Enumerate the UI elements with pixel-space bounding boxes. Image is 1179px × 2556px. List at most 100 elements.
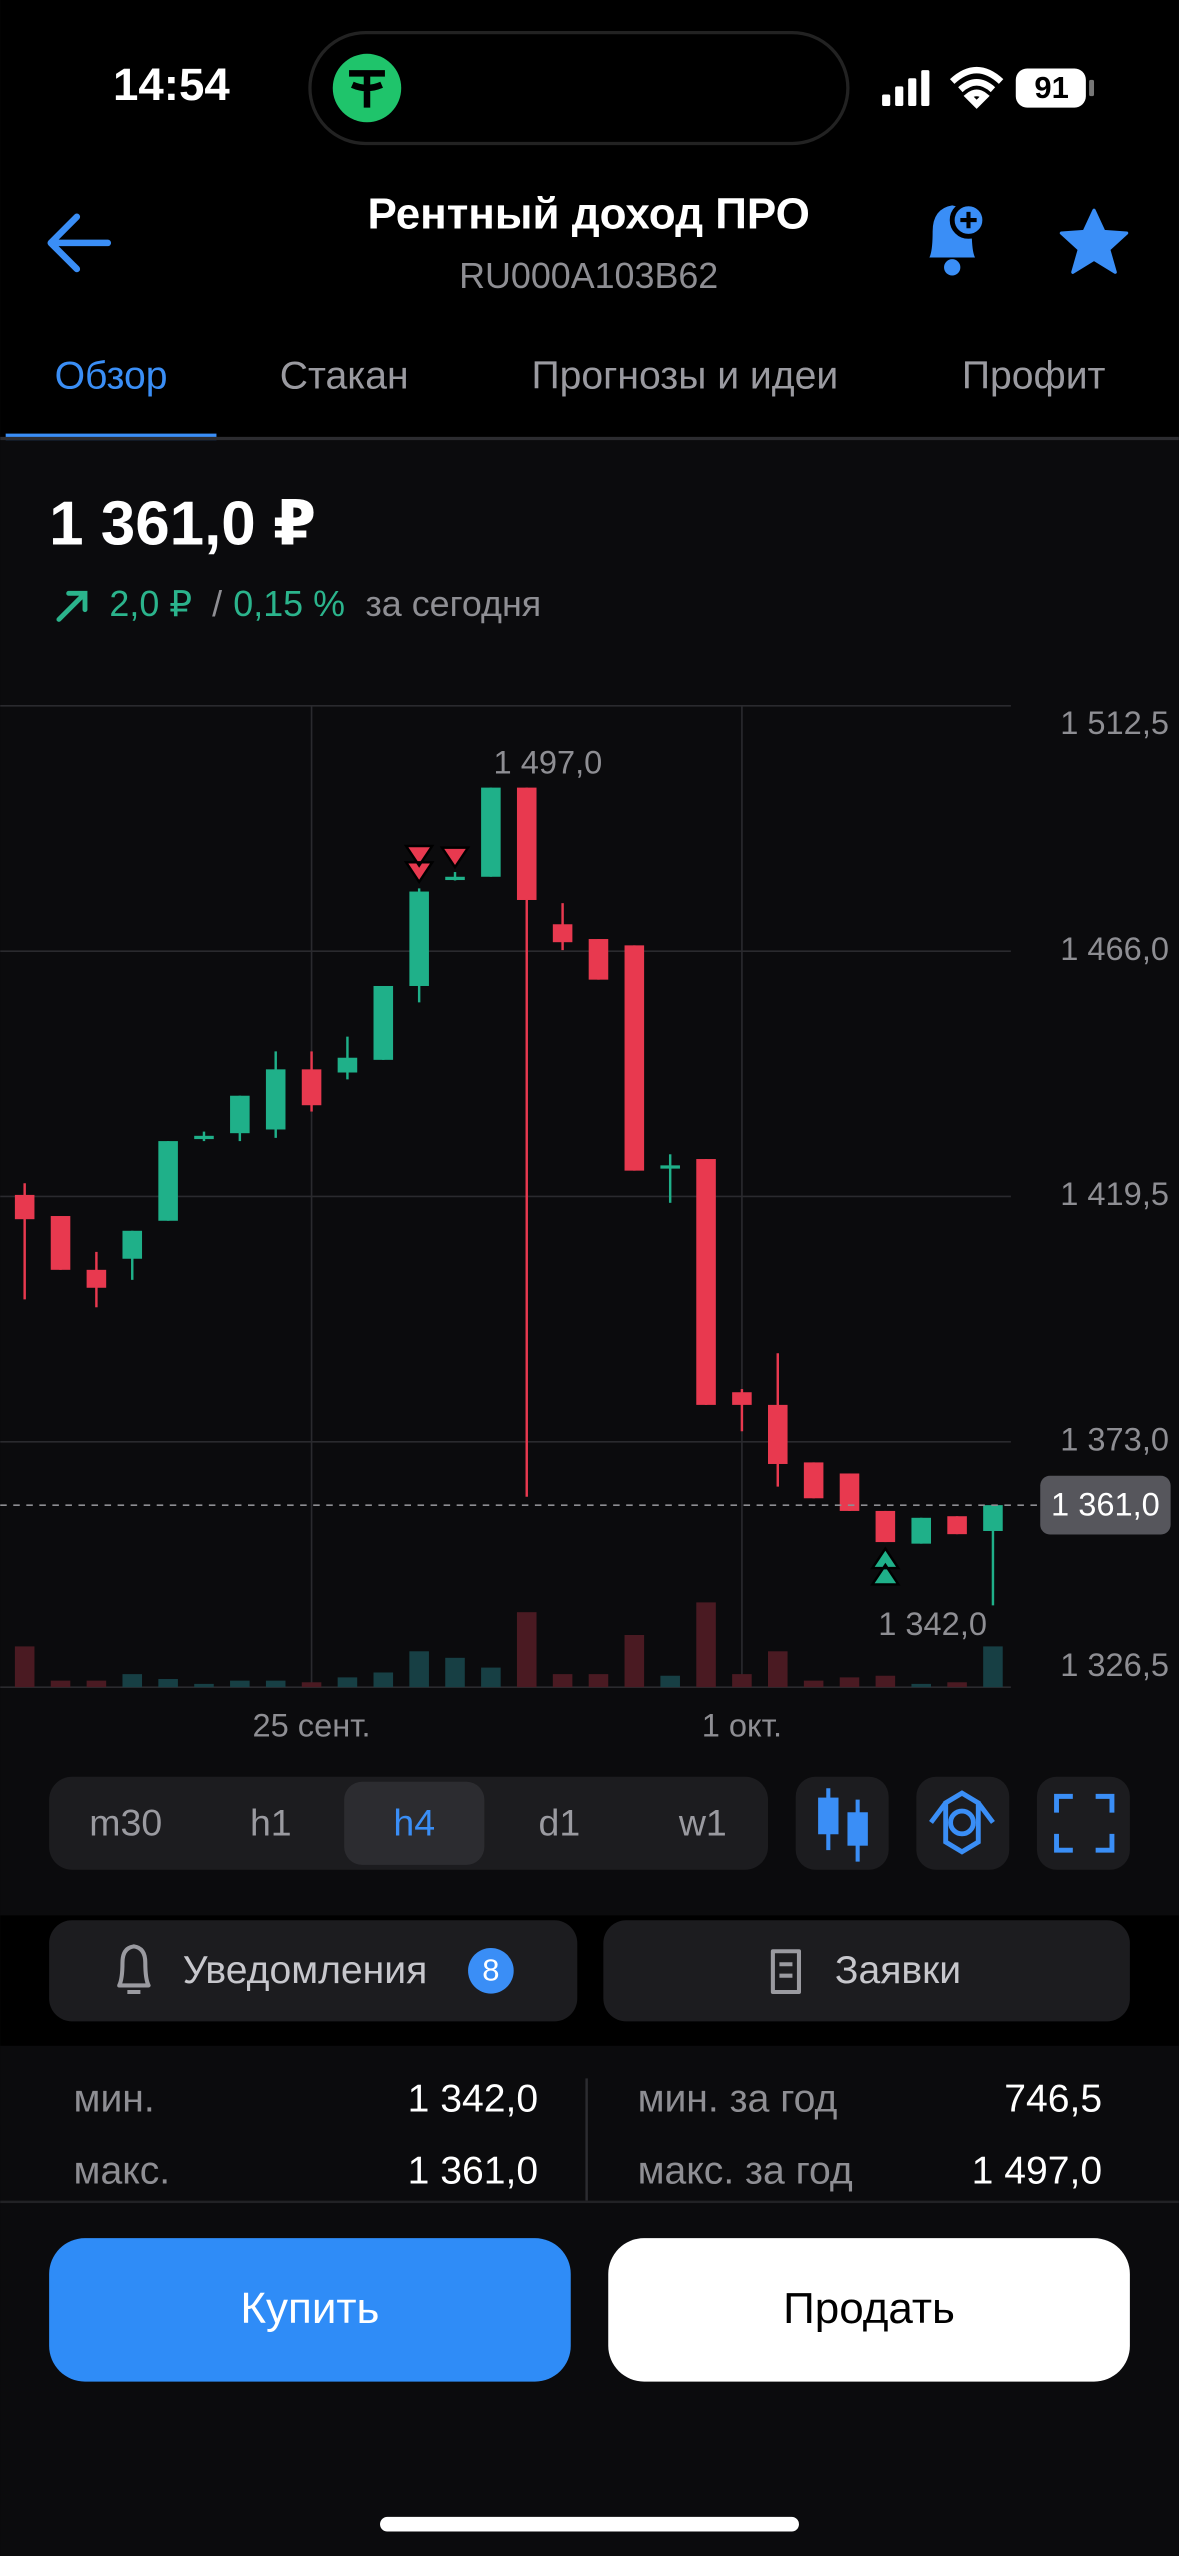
badge-count: 8	[482, 1953, 499, 1988]
sell-button[interactable]	[608, 2238, 1130, 2382]
battery-icon	[1015, 68, 1086, 108]
candle-body	[158, 1141, 178, 1221]
orders-button[interactable]	[603, 1920, 1130, 2022]
candle-body	[409, 891, 429, 986]
stats-divider	[585, 2078, 588, 2201]
candle-body	[337, 1057, 358, 1073]
volume-bar	[194, 1683, 214, 1688]
battery-level: 91	[1034, 70, 1068, 105]
volume-bar	[624, 1634, 645, 1688]
chart-type-icon	[818, 1788, 868, 1862]
volume-bar	[373, 1672, 394, 1688]
extreme-label: 1 342,0	[878, 1605, 987, 1642]
home-indicator	[380, 2516, 799, 2532]
stat-value: 746,5	[1004, 2078, 1102, 2121]
volume-bar	[301, 1682, 322, 1688]
timeframes: m30 h1 h4 d1 w1	[89, 1781, 727, 1865]
volume-bar	[265, 1680, 286, 1688]
candle-body	[983, 1505, 1003, 1531]
tab[interactable]: Обзор	[55, 355, 168, 398]
y-tick-label: 1 466,0	[1060, 930, 1169, 967]
volume-bar	[445, 1657, 465, 1688]
signal-icon	[882, 70, 930, 106]
battery-cap	[1089, 79, 1095, 97]
candle-body	[481, 787, 501, 877]
volume-bar	[230, 1680, 250, 1688]
candle-body	[696, 1159, 716, 1405]
candle-body	[445, 876, 465, 881]
favorite-button[interactable]	[1059, 208, 1129, 274]
candle-body	[767, 1404, 788, 1464]
volume-bar	[839, 1677, 860, 1688]
stats-bottom-divider	[0, 2200, 1179, 2204]
change-abs: 2,0 ₽	[109, 584, 192, 624]
timeframe-active	[344, 1781, 485, 1865]
timeframe[interactable]: w1	[678, 1802, 727, 1844]
tabs: Обзор Стакан Прогнозы и идеи Профит	[5, 355, 1106, 441]
candle-body	[516, 787, 537, 900]
volume-bar	[696, 1602, 716, 1688]
candle-body	[732, 1392, 752, 1405]
title: Рентный доход ПРО	[367, 189, 809, 238]
tether-glyph	[349, 70, 385, 108]
last-price-label: 1 361,0	[1051, 1485, 1160, 1522]
volume-bar	[983, 1646, 1003, 1688]
candle-body	[50, 1216, 71, 1270]
candle-body	[230, 1095, 250, 1134]
candle-body	[947, 1516, 967, 1535]
candle-body	[911, 1517, 932, 1544]
volume-bar	[911, 1683, 932, 1688]
period: за сегодня	[365, 584, 541, 624]
clock: 14:54	[113, 59, 230, 110]
price: 1 361,0 ₽	[49, 490, 316, 559]
tab[interactable]: Профит	[962, 355, 1106, 398]
volume-bar	[337, 1677, 358, 1688]
buy-label: Купить	[240, 2284, 379, 2333]
badge	[468, 1947, 514, 1994]
x-tick-label: 25 сент.	[253, 1707, 371, 1744]
timeframe[interactable]: h4	[393, 1802, 435, 1844]
orders-label: Заявки	[835, 1949, 961, 1992]
candle-body	[86, 1269, 107, 1288]
candle-body	[624, 945, 645, 1171]
indicators-icon	[929, 1790, 995, 1855]
volume-bar	[947, 1682, 967, 1688]
volume-bar	[767, 1651, 788, 1688]
bell-icon	[117, 1944, 151, 1995]
y-tick-label: 1 326,5	[1060, 1646, 1169, 1683]
volume-bar	[732, 1674, 752, 1688]
buy-button[interactable]	[49, 2238, 571, 2382]
tab[interactable]: Стакан	[280, 355, 409, 398]
notifications-button[interactable]	[49, 1920, 578, 2022]
last-price-tag	[1040, 1475, 1171, 1535]
chart-type-button[interactable]	[795, 1776, 889, 1870]
volume-bar	[803, 1680, 824, 1688]
timeframe[interactable]: m30	[89, 1802, 162, 1844]
buy-signal	[870, 1546, 901, 1586]
fullscreen-icon	[1054, 1793, 1115, 1853]
candle-body	[803, 1462, 824, 1499]
notifications-label: Уведомления	[183, 1949, 428, 1992]
volume-bar	[50, 1680, 71, 1688]
candle-body	[552, 924, 573, 943]
sell-label: Продать	[783, 2284, 955, 2333]
fullscreen-button[interactable]	[1036, 1776, 1130, 1870]
candle-body	[301, 1069, 322, 1106]
indicators-button[interactable]	[916, 1776, 1010, 1870]
stat-label: макс.	[74, 2149, 171, 2192]
candle-body	[588, 939, 609, 980]
change-arrow	[56, 590, 88, 622]
candle-body	[660, 1165, 680, 1169]
timeframe[interactable]: h1	[250, 1802, 292, 1844]
isin: RU000A103B62	[459, 256, 718, 296]
x-tick-label: 1 окт.	[702, 1707, 782, 1744]
stat-value: 1 342,0	[408, 2078, 539, 2121]
timeframe[interactable]: d1	[538, 1802, 580, 1844]
tab[interactable]: Прогнозы и идеи	[532, 355, 839, 398]
volume-bar	[86, 1680, 107, 1688]
alert-button[interactable]	[929, 201, 988, 276]
back-button[interactable]	[47, 213, 112, 273]
